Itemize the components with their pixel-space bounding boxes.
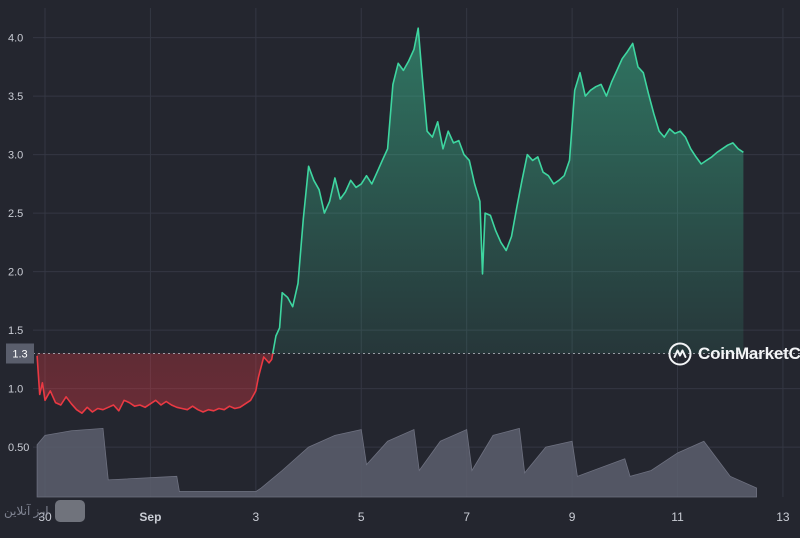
reference-label: 1.3 <box>12 349 27 361</box>
y-tick-label: 3.5 <box>8 91 23 103</box>
x-tick-label: 11 <box>671 510 684 524</box>
x-tick-label: 13 <box>776 510 790 524</box>
corner-watermark-text: ارز آنلاین <box>4 504 49 518</box>
x-tick-label: Sep <box>139 510 161 524</box>
y-tick-label: 2.5 <box>8 208 23 220</box>
y-tick-label: 2.0 <box>8 267 23 279</box>
price-area-below <box>37 353 744 414</box>
volume-area <box>36 427 757 498</box>
x-tick-label: 30 <box>38 510 52 524</box>
price-line-down <box>36 353 274 414</box>
x-tick-label: 5 <box>358 510 365 524</box>
x-tick-label: 3 <box>252 510 259 524</box>
price-area-above <box>37 28 744 354</box>
y-tick-label: 0.50 <box>8 442 29 454</box>
corner-watermark: ارز آنلاین <box>4 500 85 522</box>
y-tick-label: 1.5 <box>8 325 23 337</box>
coinmarketcap-watermark: CoinMarketCap <box>668 342 800 366</box>
watermark-label: CoinMarketCap <box>698 344 800 363</box>
x-tick-label: 7 <box>463 510 470 524</box>
reference-label-box <box>6 343 34 364</box>
y-tick-label: 3.0 <box>8 150 23 162</box>
price-line-up <box>271 27 744 354</box>
y-tick-label: 4.0 <box>8 33 23 45</box>
x-tick-label: 9 <box>569 510 576 524</box>
y-tick-label: 1.0 <box>8 384 23 396</box>
coinmarketcap-logo-icon <box>668 342 692 366</box>
corner-logo-icon <box>54 500 85 522</box>
